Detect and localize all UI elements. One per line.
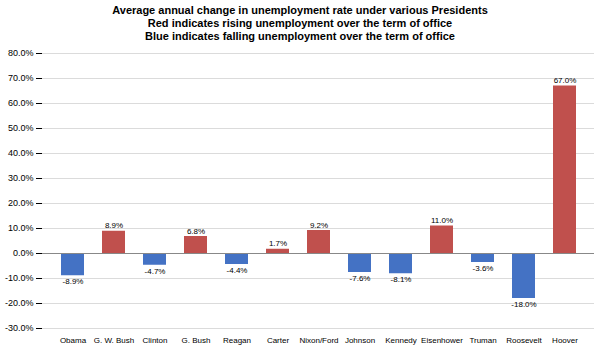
svg-text:-4.4%: -4.4% [227,266,248,275]
html-text:Red indicates rising unemploym: Red indicates rising unemployment over t… [147,17,453,29]
svg-text:70.0%: 70.0% [8,73,34,83]
svg-text:9.2%: 9.2% [310,221,328,230]
svg-text:-7.6%: -7.6% [350,274,371,283]
svg-text:Nixon/Ford: Nixon/Ford [299,336,338,345]
svg-text:-10.0%: -10.0% [5,273,34,283]
svg-text:Obama: Obama [60,336,87,345]
svg-text:1.7%: 1.7% [269,239,287,248]
svg-text:-8.9%: -8.9% [63,277,84,286]
svg-text:50.0%: 50.0% [8,123,34,133]
svg-text:Truman: Truman [469,336,496,345]
svg-text:67.0%: 67.0% [554,76,577,85]
svg-text:30.0%: 30.0% [8,173,34,183]
svg-text:-18.0%: -18.0% [511,300,536,309]
svg-text:40.0%: 40.0% [8,148,34,158]
svg-text:G. Bush: G. Bush [182,336,211,345]
svg-text:Carter: Carter [267,336,290,345]
svg-text:Kennedy: Kennedy [385,336,417,345]
svg-text:-20.0%: -20.0% [5,298,34,308]
svg-text:Johnson: Johnson [345,336,375,345]
svg-text:Hoover: Hoover [552,336,578,345]
svg-text:Clinton: Clinton [143,336,168,345]
svg-text:11.0%: 11.0% [431,216,453,225]
html-text:Blue indicates falling unemplo: Blue indicates falling unemployment over… [145,30,455,42]
svg-text:6.8%: 6.8% [187,227,205,236]
svg-text:60.0%: 60.0% [8,98,34,108]
svg-text:20.0%: 20.0% [8,198,34,208]
svg-text:-8.1%: -8.1% [391,275,412,284]
html-text:Average annual change in unemp: Average annual change in unemployment ra… [112,4,488,16]
svg-text:-3.6%: -3.6% [473,264,494,273]
svg-text:-4.7%: -4.7% [145,267,166,276]
svg-text:Reagan: Reagan [223,336,251,345]
svg-text:10.0%: 10.0% [8,223,34,233]
svg-text:0.0%: 0.0% [13,248,34,258]
svg-text:Eisenhower: Eisenhower [421,336,463,345]
svg-text:8.9%: 8.9% [105,221,123,230]
svg-text:80.0%: 80.0% [8,48,34,58]
svg-text:Roosevelt: Roosevelt [506,336,542,345]
svg-text:G. W. Bush: G. W. Bush [94,336,134,345]
svg-text:-30.0%: -30.0% [5,323,34,333]
